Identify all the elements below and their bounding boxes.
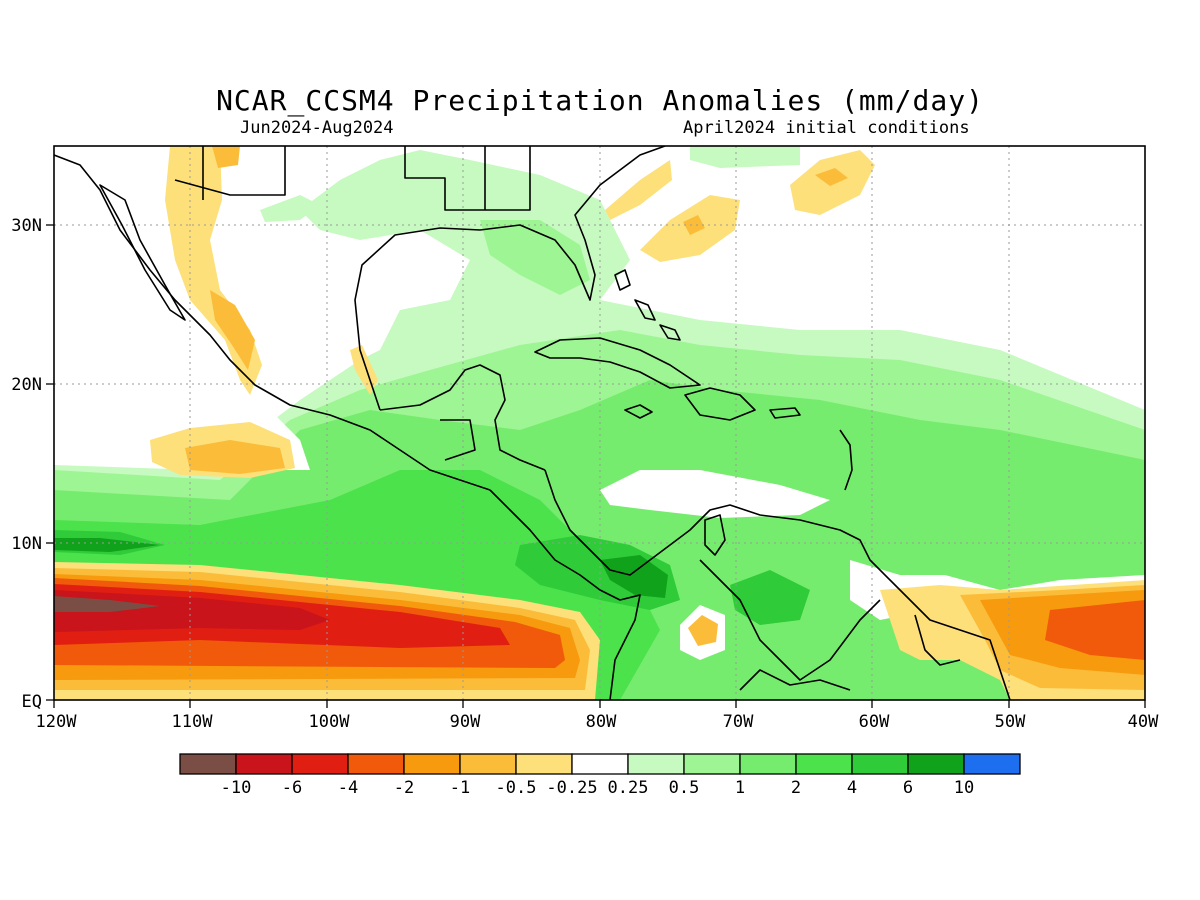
anomaly-region-gulf-light xyxy=(300,150,630,360)
colorbar-swatch xyxy=(403,753,461,775)
anomaly-atl-north-2b xyxy=(683,215,705,235)
colorbar-label: 0.25 xyxy=(608,778,649,798)
colorbar: -10 -6 -4 -2 -1 -0.5 -0.25 0.25 0.5 1 2 4 6 10 xyxy=(179,753,1021,798)
anomaly-mex-dry-3 xyxy=(212,146,240,168)
colorbar-swatch xyxy=(235,753,293,775)
lon-label-80w: 80W xyxy=(586,712,617,732)
colorbar-label: 2 xyxy=(791,778,801,798)
anomaly-region-caribbean-dry xyxy=(600,470,830,518)
latitude-labels: 30N 20N 10N EQ xyxy=(11,216,42,712)
anomaly-region-green-5 xyxy=(600,555,668,598)
anomaly-blob-colombia-2 xyxy=(688,615,718,646)
anomaly-blob-pac-1 xyxy=(185,440,285,474)
lat-label-eq: EQ xyxy=(22,692,42,712)
initial-conditions: April2024 initial conditions xyxy=(683,118,970,138)
colorbar-swatch xyxy=(683,753,741,775)
colorbar-swatch xyxy=(627,753,685,775)
colorbar-label: 4 xyxy=(847,778,857,798)
axis-ticks xyxy=(46,224,1146,708)
anomaly-atl-north-3b xyxy=(815,168,848,186)
grid-lines xyxy=(54,146,1145,700)
forecast-period: Jun2024-Aug2024 xyxy=(240,118,394,138)
anomaly-region-atlantic-green xyxy=(690,146,800,168)
anomaly-mex-dry-2 xyxy=(210,290,255,370)
coastlines xyxy=(54,146,1011,700)
lon-label-40w: 40W xyxy=(1128,712,1159,732)
colorbar-label: 6 xyxy=(903,778,913,798)
lon-label-70w: 70W xyxy=(723,712,754,732)
anomaly-region-green-7 xyxy=(54,538,160,552)
colorbar-swatch xyxy=(291,753,349,775)
longitude-labels: 120W 110W 100W 90W 80W 70W 60W 50W 40W xyxy=(36,712,1160,732)
colorbar-swatch xyxy=(571,753,629,775)
colorbar-swatch xyxy=(851,753,909,775)
lon-label-120w: 120W xyxy=(36,712,78,732)
anomaly-atl-2 xyxy=(1045,600,1145,660)
colorbar-swatch xyxy=(739,753,797,775)
lon-label-50w: 50W xyxy=(995,712,1026,732)
colorbar-swatch xyxy=(179,753,237,775)
colorbar-label: -2 xyxy=(394,778,414,798)
colorbar-label: -1 xyxy=(450,778,470,798)
anomaly-region-florida-green xyxy=(480,220,590,295)
anomaly-atl-north-1 xyxy=(605,160,672,220)
anomaly-band-10 xyxy=(54,596,160,612)
lat-label-30n: 30N xyxy=(11,216,42,236)
lon-label-100w: 100W xyxy=(309,712,351,732)
colorbar-swatch xyxy=(459,753,517,775)
colorbar-label: -4 xyxy=(338,778,358,798)
colorbar-swatch xyxy=(347,753,405,775)
lon-label-90w: 90W xyxy=(450,712,481,732)
colorbar-label: -6 xyxy=(282,778,302,798)
colorbar-label: -0.5 xyxy=(496,778,537,798)
colorbar-swatch xyxy=(907,753,965,775)
colorbar-swatch xyxy=(795,753,853,775)
lat-label-10n: 10N xyxy=(11,534,42,554)
lon-label-110w: 110W xyxy=(172,712,214,732)
colorbar-swatch xyxy=(515,753,573,775)
lat-label-20n: 20N xyxy=(11,375,42,395)
colorbar-swatch xyxy=(963,753,1021,775)
colorbar-label: -0.25 xyxy=(546,778,597,798)
anomaly-region-green-8 xyxy=(730,570,810,625)
lon-label-60w: 60W xyxy=(859,712,890,732)
colorbar-label: 10 xyxy=(954,778,974,798)
map-title: NCAR_CCSM4 Precipitation Anomalies (mm/d… xyxy=(216,84,984,117)
anomaly-band-6 xyxy=(54,590,330,632)
colorbar-label: 1 xyxy=(735,778,745,798)
anomaly-region-gulf-dry xyxy=(360,250,460,320)
anomaly-region-mexico-green xyxy=(260,195,320,222)
colorbar-label: 0.5 xyxy=(669,778,700,798)
colorbar-label: -10 xyxy=(221,778,252,798)
